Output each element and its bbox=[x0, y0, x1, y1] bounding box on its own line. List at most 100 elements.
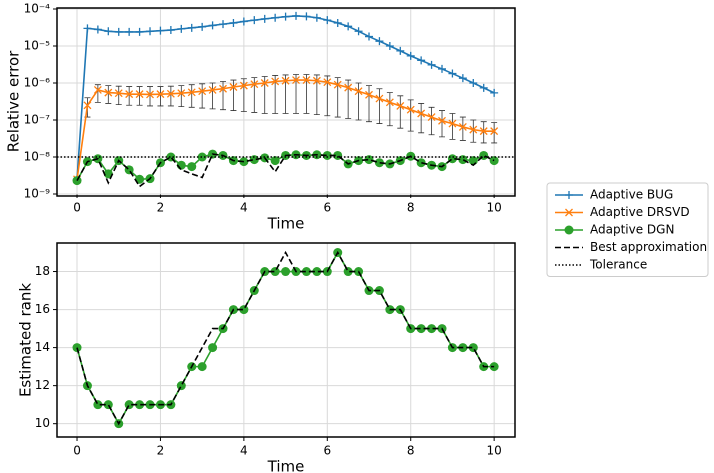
marker bbox=[312, 76, 321, 85]
marker bbox=[312, 13, 321, 22]
marker bbox=[448, 69, 457, 78]
error-bar bbox=[345, 79, 352, 119]
x-axis-label: Time bbox=[267, 215, 305, 233]
y-tick-label: 14 bbox=[35, 340, 50, 354]
x-tick-label: 8 bbox=[407, 444, 415, 458]
legend-label: Best approximation bbox=[590, 240, 707, 254]
marker bbox=[177, 24, 186, 33]
error-bar bbox=[386, 92, 393, 127]
marker bbox=[219, 84, 227, 93]
x-axis-label: Time bbox=[267, 458, 305, 473]
error-bar bbox=[459, 116, 466, 141]
marker bbox=[104, 27, 113, 36]
error-bar bbox=[115, 85, 122, 106]
error-bar bbox=[366, 85, 373, 123]
marker bbox=[322, 150, 332, 160]
marker bbox=[270, 156, 280, 166]
marker bbox=[292, 76, 300, 85]
legend-label: Tolerance bbox=[589, 258, 647, 272]
marker bbox=[229, 18, 238, 27]
marker bbox=[292, 11, 301, 20]
marker bbox=[208, 343, 218, 353]
marker bbox=[479, 83, 488, 92]
marker bbox=[396, 101, 405, 110]
marker bbox=[469, 125, 478, 134]
series-line bbox=[76, 153, 495, 188]
x-tick-label: 8 bbox=[407, 201, 415, 215]
marker bbox=[354, 27, 363, 36]
marker bbox=[416, 324, 426, 334]
marker bbox=[417, 56, 426, 65]
marker bbox=[208, 21, 217, 30]
error-bar bbox=[157, 86, 164, 107]
marker bbox=[239, 305, 249, 315]
error-bar bbox=[418, 103, 425, 134]
legend-box bbox=[546, 182, 709, 277]
error-bar bbox=[470, 119, 477, 143]
marker bbox=[365, 90, 373, 99]
marker bbox=[375, 94, 384, 103]
x-tick-label: 4 bbox=[240, 444, 248, 458]
marker bbox=[229, 83, 238, 91]
marker bbox=[114, 89, 123, 98]
marker bbox=[219, 20, 228, 29]
x-tick-label: 2 bbox=[157, 444, 165, 458]
legend-label: Adaptive DRSVD bbox=[590, 205, 690, 219]
marker bbox=[312, 267, 322, 277]
marker bbox=[344, 22, 353, 31]
marker bbox=[146, 27, 155, 36]
marker bbox=[125, 90, 134, 99]
legend-label: Adaptive BUG bbox=[590, 188, 673, 202]
x-tick-label: 10 bbox=[487, 444, 502, 458]
y-tick-label: 10⁻⁴ bbox=[24, 2, 51, 16]
error-bar bbox=[407, 99, 414, 132]
y-tick-label: 10⁻⁵ bbox=[24, 39, 51, 53]
marker bbox=[281, 267, 291, 277]
marker bbox=[438, 64, 447, 73]
y-tick-label: 16 bbox=[35, 302, 50, 316]
marker bbox=[333, 80, 342, 89]
marker bbox=[260, 79, 269, 87]
marker bbox=[271, 77, 280, 86]
y-tick-label: 10⁻⁷ bbox=[24, 113, 51, 127]
marker bbox=[281, 76, 290, 85]
y-tick-label: 10⁻⁸ bbox=[24, 150, 51, 164]
marker bbox=[125, 27, 134, 36]
x-tick-label: 0 bbox=[73, 444, 81, 458]
marker bbox=[135, 90, 144, 99]
legend-label: Adaptive DGN bbox=[590, 223, 674, 237]
marker bbox=[323, 16, 332, 25]
error-bar bbox=[220, 81, 227, 111]
error-bar bbox=[428, 106, 435, 136]
marker bbox=[385, 42, 394, 50]
marker bbox=[364, 155, 374, 165]
marker bbox=[343, 267, 353, 277]
legend-marker bbox=[565, 208, 573, 217]
marker bbox=[302, 12, 311, 21]
x-tick-label: 2 bbox=[157, 201, 165, 215]
marker bbox=[198, 22, 207, 31]
marker bbox=[427, 324, 437, 334]
x-tick-label: 6 bbox=[323, 444, 331, 458]
x-tick-label: 4 bbox=[240, 201, 248, 215]
marker bbox=[176, 381, 186, 391]
marker bbox=[344, 83, 353, 92]
marker bbox=[271, 13, 280, 22]
marker bbox=[385, 98, 394, 107]
error-bar bbox=[188, 84, 195, 108]
marker bbox=[281, 12, 290, 21]
error-bar bbox=[230, 79, 237, 111]
marker bbox=[93, 25, 102, 34]
marker bbox=[417, 109, 426, 118]
error-bar bbox=[491, 122, 498, 144]
marker bbox=[374, 158, 384, 168]
marker bbox=[103, 169, 113, 179]
marker bbox=[250, 16, 259, 25]
marker bbox=[490, 127, 499, 136]
error-bar bbox=[94, 84, 101, 103]
marker bbox=[406, 51, 415, 60]
axes-frame bbox=[56, 242, 516, 438]
marker bbox=[458, 74, 467, 83]
error-bar bbox=[199, 83, 206, 109]
